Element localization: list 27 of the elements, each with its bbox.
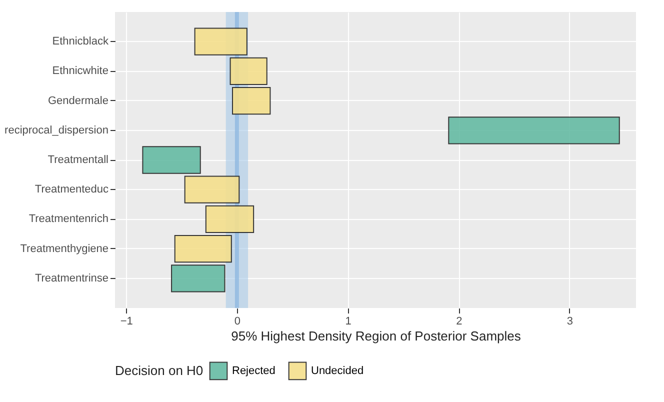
y-tick-label: Treatmentrinse [34,272,108,284]
x-tick-label: 1 [345,316,352,328]
x-tick-label: −1 [120,316,133,328]
bar [205,205,254,234]
y-tick-label: reciprocal_dispersion [4,124,108,136]
x-tick-label: 3 [566,316,574,328]
y-tick-label: Treatmentenrich [28,213,108,226]
legend-label: Undecided [311,364,364,377]
legend-title: Decision on H0 [115,363,204,378]
x-tick-label: 2 [456,316,462,328]
y-tick-label: Ethnicblack [52,36,109,48]
y-tick-label: Treatmentall [48,154,108,166]
y-tick-label: Treatmenthygiene [20,242,108,255]
x-axis-title: 95% Highest Density Region of Posterior Samples [231,328,522,344]
y-tick-label: Ethnicwhite [52,65,108,78]
bar [194,28,248,56]
bar [171,264,226,292]
bar [142,146,201,174]
bar [230,57,268,86]
legend-label: Rejected [232,364,276,377]
y-tick-label: Treatmenteduc [34,184,109,196]
x-tick-label: 0 [234,316,240,328]
bar [232,86,271,115]
bar [184,176,240,204]
y-tick-label: Gendermale [48,94,108,107]
bar [448,116,620,144]
bar [174,234,232,263]
